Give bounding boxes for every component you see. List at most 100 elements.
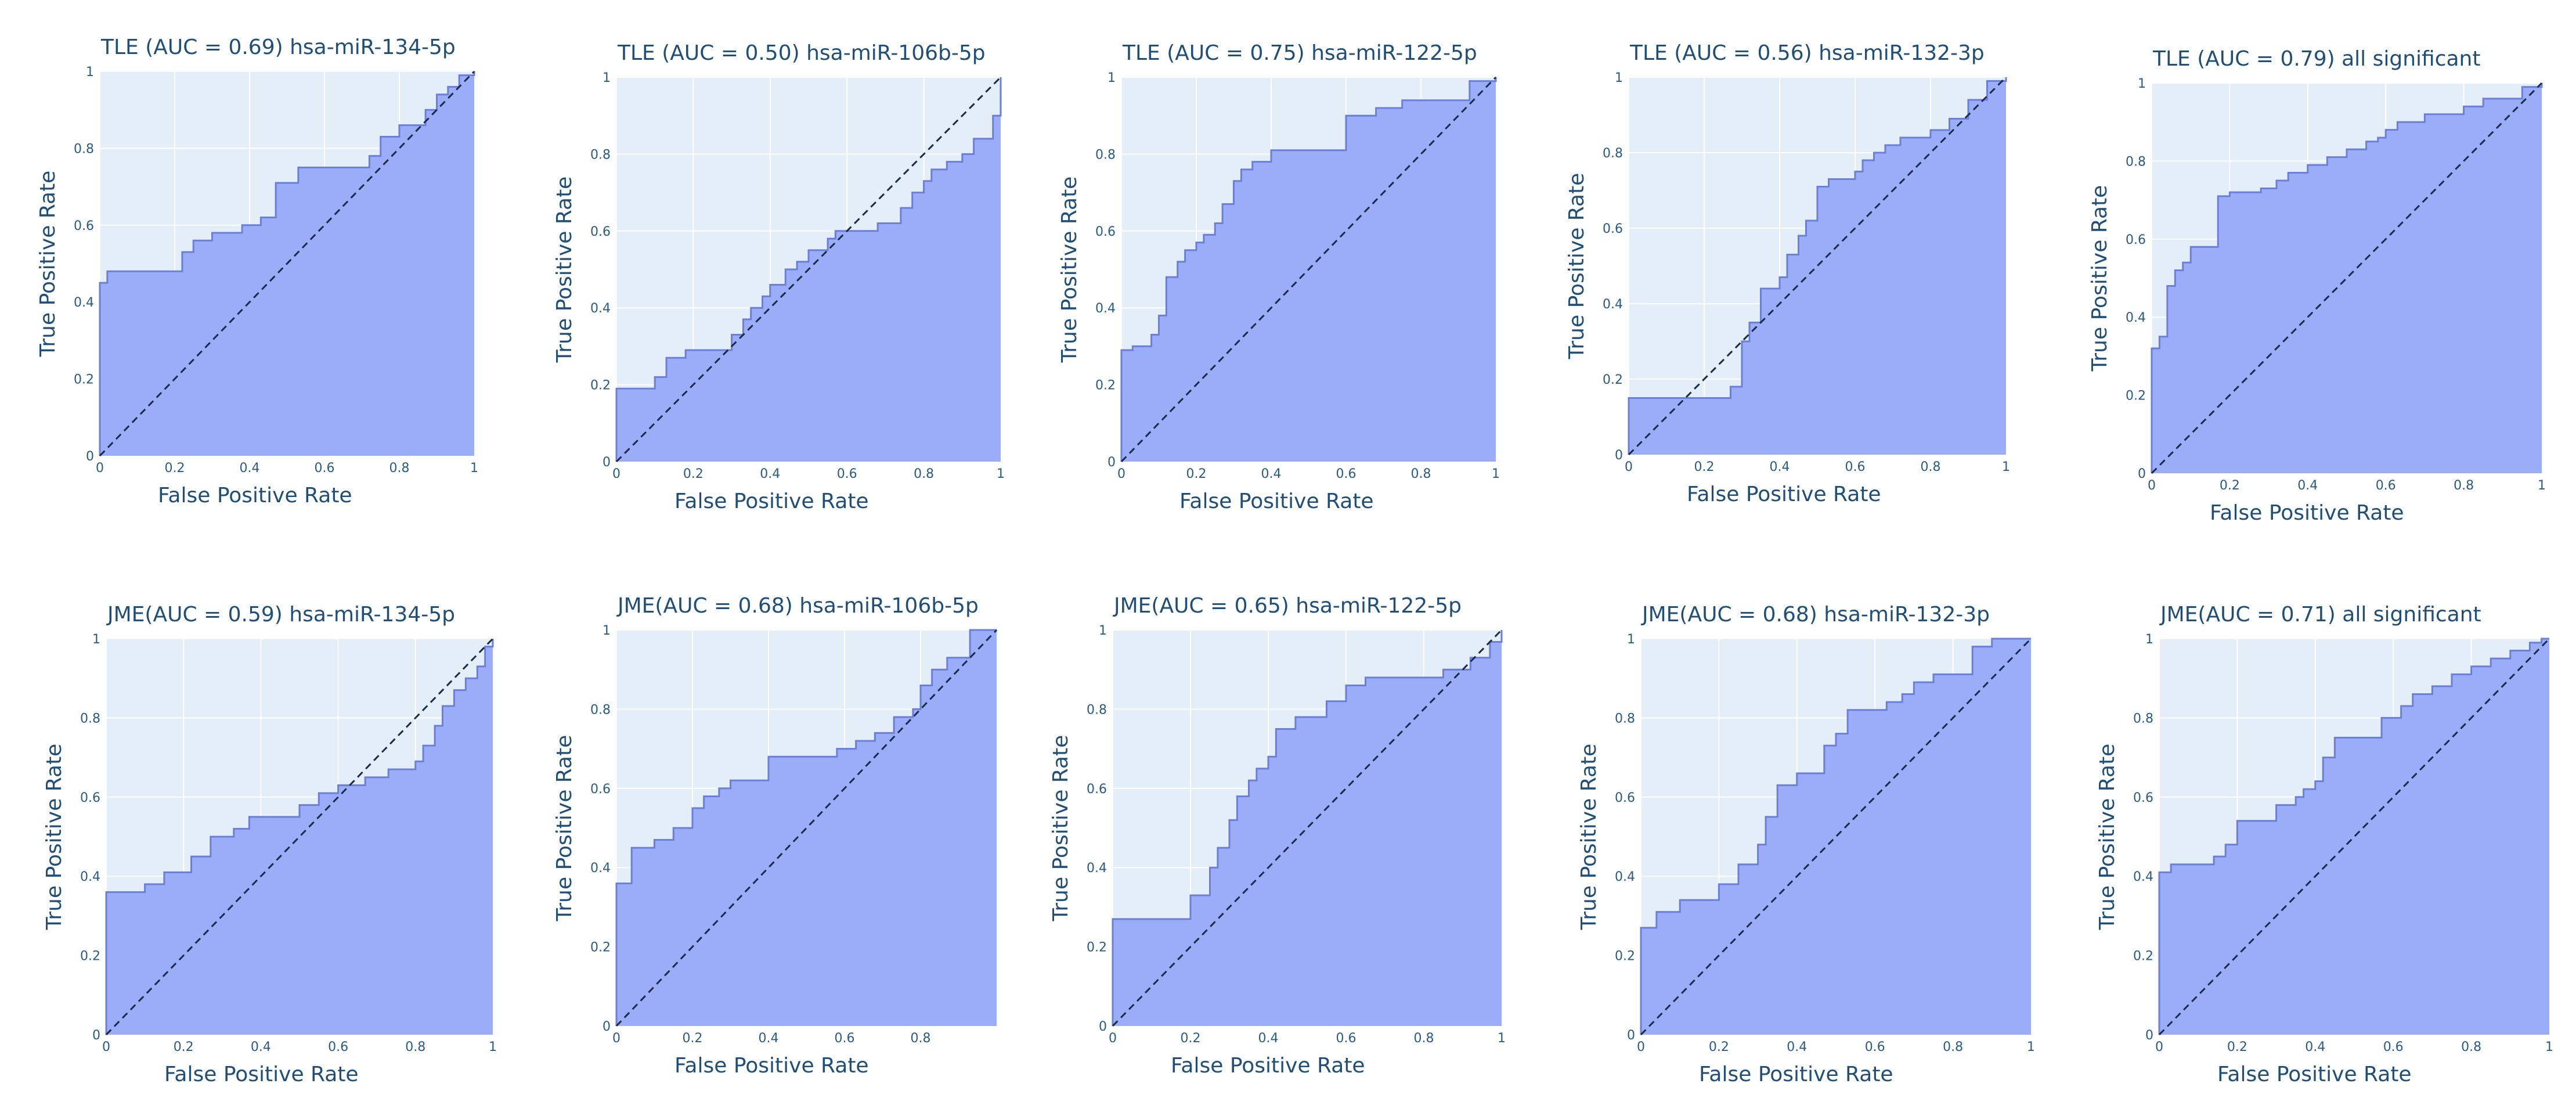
x-tick-label: 0 [1109,1031,1117,1046]
x-tick-label: 0.4 [1258,1031,1279,1046]
y-axis-label: True Positive Rate [42,744,66,931]
roc-curve [2158,638,2549,1035]
y-tick-label: 0 [2138,467,2146,481]
x-axis-label: False Positive Rate [2210,501,2404,525]
y-tick-label: 0 [1627,1028,1635,1043]
chart-title: JME(AUC = 0.59) hsa-miR-134-5p [106,603,455,626]
y-tick-label: 0.6 [1615,791,1635,805]
y-tick-label: 0.8 [1615,711,1635,726]
y-tick-label: 0.2 [590,941,611,955]
x-tick-label: 1 [470,461,478,476]
x-tick-label: 0.4 [251,1040,271,1054]
x-tick-label: 0.6 [837,467,857,481]
x-tick-label: 0.4 [1770,460,1790,474]
x-tick-label: 0.6 [2383,1040,2404,1054]
y-tick-label: 0.8 [74,142,94,156]
y-tick-label: 0.8 [2133,711,2153,726]
x-tick-label: 0.6 [1845,460,1866,474]
roc-area [2159,639,2549,1035]
x-tick-label: 0 [2155,1040,2163,1054]
y-tick-label: 0.8 [1603,146,1623,161]
x-tick-label: 0.8 [1943,1040,1963,1054]
x-tick-label: 0 [96,461,104,476]
y-axis-label: True Positive Rate [1058,177,1081,363]
x-axis-label: False Positive Rate [2217,1063,2412,1086]
x-tick-label: 0.6 [315,461,335,476]
roc-curve [1628,77,2007,455]
chance-diagonal [1120,76,1497,463]
y-tick-label: 0 [2145,1028,2153,1043]
y-tick-label: 0.2 [74,373,94,387]
chart-title: JME(AUC = 0.68) hsa-miR-106b-5p [616,594,979,618]
x-tick-label: 1 [2002,460,2010,474]
y-tick-label: 0.4 [1095,301,1116,316]
y-tick-label: 0.6 [590,225,611,239]
x-tick-label: 0.4 [1261,467,1282,481]
chart-title: TLE (AUC = 0.75) hsa-miR-122-5p [1122,41,1477,65]
chart-title: JME(AUC = 0.71) all significant [2159,603,2481,626]
y-tick-label: 0.4 [2126,311,2146,325]
y-tick-label: 0.2 [2133,949,2153,964]
x-tick-label: 0.2 [165,461,185,476]
x-tick-label: 0.2 [2227,1040,2247,1054]
y-tick-label: 0 [86,449,94,464]
x-axis-label: False Positive Rate [674,1054,869,1078]
roc-panel-5: 0 0.2 0.4 0.6 0.8 1 0 0.2 0.4 0.6 0.8 1 TLE (AUC = 0… [2088,47,2546,525]
x-tick-label: 0.4 [240,461,260,476]
y-axis-label: True Positive Rate [1565,173,1589,360]
y-tick-label: 0.6 [590,782,611,797]
roc-panel-9: 0 0.2 0.4 0.6 0.8 1 0 0.2 0.4 0.6 0.8 1 JME(AUC = 0.… [1577,603,2035,1086]
chart-title: TLE (AUC = 0.69) hsa-miR-134-5p [100,35,456,59]
y-tick-label: 0.2 [1603,373,1623,387]
x-tick-label: 0 [1117,467,1125,481]
y-axis-label: True Positive Rate [553,177,576,363]
y-tick-label: 0.4 [1615,870,1635,884]
roc-panel-2: 0 0.2 0.4 0.6 0.8 1 0 0.2 0.4 0.6 0.8 1 TLE (AUC = 0… [553,41,1005,513]
roc-panel-7: 0 0.2 0.4 0.6 0.8 0 0.2 0.4 0.6 0.8 1 JME(AUC = 0.6… [553,594,998,1078]
y-tick-label: 1 [602,624,611,638]
y-tick-label: 1 [1107,71,1116,85]
y-tick-label: 0.8 [590,703,611,717]
x-tick-label: 1 [1498,1031,1506,1046]
y-tick-label: 1 [602,71,611,85]
y-axis-label: True Positive Rate [36,171,60,358]
x-tick-label: 0.6 [835,1031,855,1046]
x-tick-label: 0.6 [1865,1040,1885,1054]
y-tick-label: 0.8 [80,711,100,726]
x-axis-label: False Positive Rate [1179,489,1374,513]
chart-title: JME(AUC = 0.65) hsa-miR-122-5p [1113,594,1462,618]
x-tick-label: 0 [612,1031,620,1046]
roc-curve [1112,630,1503,1026]
x-tick-label: 0 [612,467,620,481]
y-axis-label: True Positive Rate [1049,735,1073,922]
x-axis-label: False Positive Rate [158,484,352,507]
y-tick-label: 0.6 [1095,225,1116,239]
roc-curve [1640,638,2031,1035]
roc-panel-6: 0 0.2 0.4 0.6 0.8 1 0 0.2 0.4 0.6 0.8 1 JME(AUC = 0.… [42,603,497,1086]
chance-diagonal [1628,76,2007,456]
x-tick-label: 0.8 [2461,1040,2481,1054]
x-tick-label: 0.2 [1186,467,1207,481]
x-axis-label: False Positive Rate [674,489,869,513]
roc-panel-1: 0 0.2 0.4 0.6 0.8 1 0 0.2 0.4 0.6 0.8 1 TLE (AUC = 0… [36,35,478,507]
x-axis-label: False Positive Rate [1171,1054,1365,1078]
x-tick-label: 0.2 [1709,1040,1729,1054]
x-tick-label: 1 [2027,1040,2035,1054]
roc-curve [615,77,1002,462]
x-tick-label: 0.4 [2305,1040,2325,1054]
chance-diagonal [99,70,475,457]
chart-title: TLE (AUC = 0.79) all significant [2152,47,2481,71]
y-tick-label: 0.6 [1087,782,1107,797]
roc-curve [2151,83,2543,473]
y-tick-label: 0.6 [2133,791,2153,805]
y-tick-label: 0.2 [590,379,611,393]
y-axis-label: True Positive Rate [2095,744,2119,931]
x-axis-label: False Positive Rate [164,1063,359,1086]
x-tick-label: 0.4 [2297,478,2318,493]
x-tick-label: 0.2 [683,467,703,481]
chance-diagonal [2151,82,2543,474]
x-tick-label: 0.2 [683,1031,703,1046]
y-tick-label: 1 [86,65,94,80]
y-tick-label: 0.2 [1095,379,1116,393]
